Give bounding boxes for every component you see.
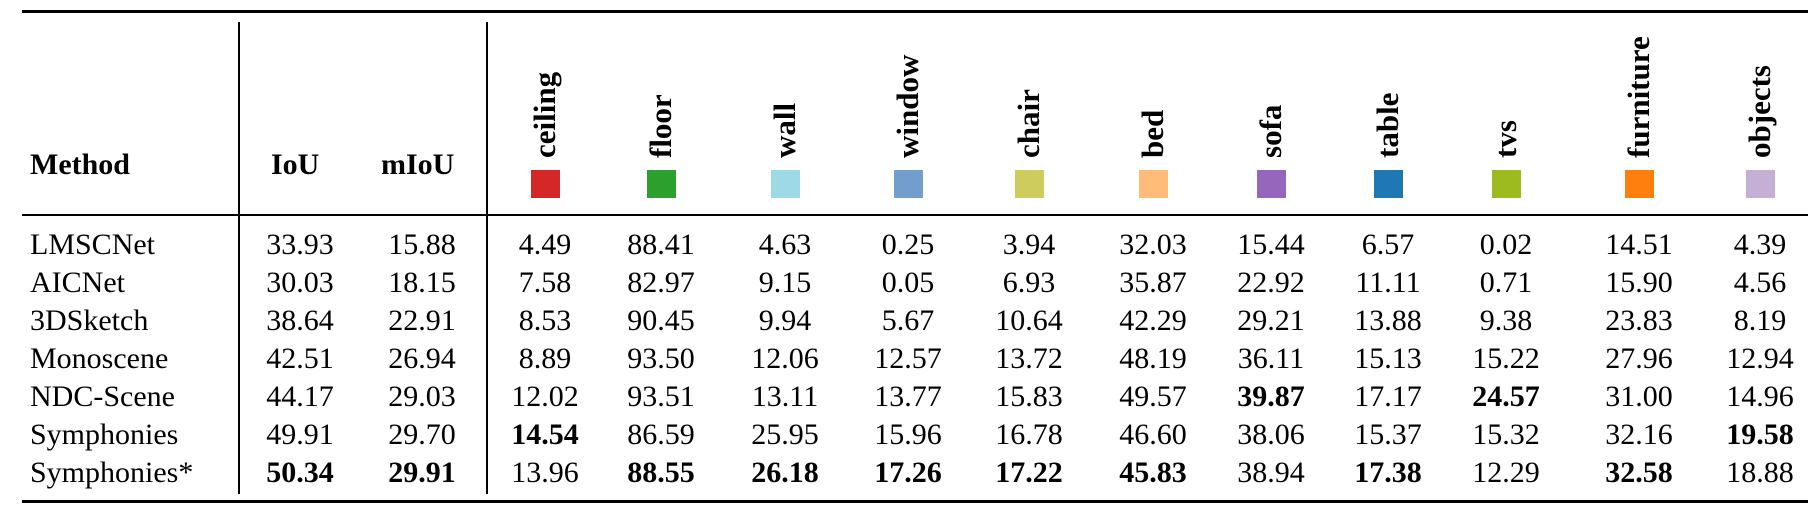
class-label-window: window xyxy=(890,54,925,158)
class-label-sofa: sofa xyxy=(1253,104,1288,158)
class-label-wall: wall xyxy=(767,102,802,158)
class-swatch-objects xyxy=(1746,170,1775,198)
class-label-floor: floor xyxy=(643,94,678,158)
class-swatch-table xyxy=(1374,170,1403,198)
class-label-table: table xyxy=(1370,92,1405,158)
bottom-rule xyxy=(22,500,1808,503)
top-rule xyxy=(22,10,1808,13)
class-label-tvs: tvs xyxy=(1488,120,1523,158)
class-swatch-wall xyxy=(771,170,800,198)
class-swatch-floor xyxy=(647,170,676,198)
method-divider xyxy=(238,22,240,494)
class-swatch-tvs xyxy=(1492,170,1521,198)
class-swatch-bed xyxy=(1139,170,1168,198)
class-swatch-ceiling xyxy=(531,170,560,198)
header-method: Method xyxy=(30,148,130,181)
class-label-chair: chair xyxy=(1011,89,1046,158)
class-swatch-chair xyxy=(1015,170,1044,198)
class-label-bed: bed xyxy=(1135,109,1170,158)
header-iou: IoU xyxy=(271,148,320,181)
class-label-objects: objects xyxy=(1742,65,1777,158)
class-swatch-window xyxy=(894,170,923,198)
header-rule xyxy=(22,214,1808,216)
class-label-ceiling: ceiling xyxy=(527,71,562,158)
metrics-divider xyxy=(486,22,488,494)
header-miou: mIoU xyxy=(381,148,455,181)
class-swatch-sofa xyxy=(1257,170,1286,198)
class-label-furniture: furniture xyxy=(1621,36,1656,158)
class-swatch-furniture xyxy=(1625,170,1654,198)
